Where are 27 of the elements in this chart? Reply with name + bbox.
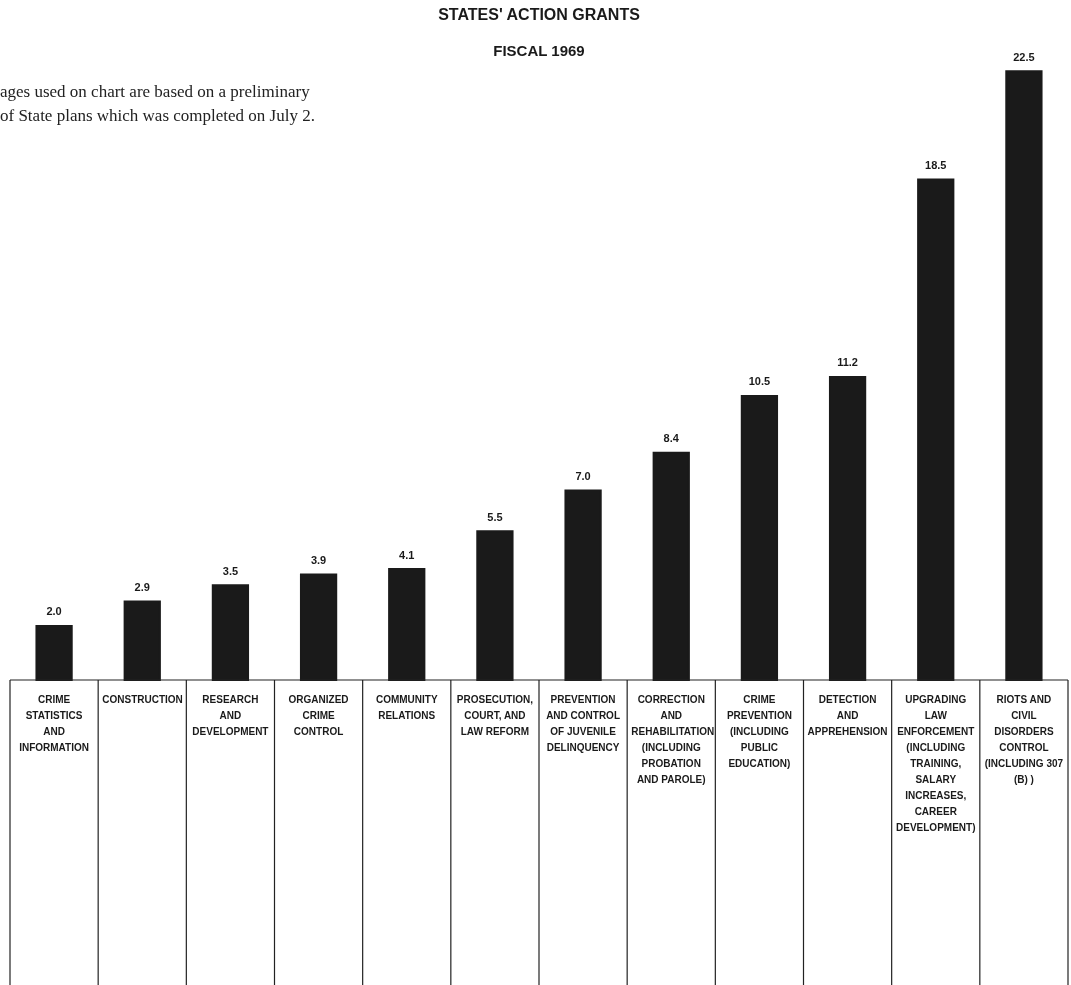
data-label: 18.5: [925, 158, 947, 171]
x-tick-label: CORRECTION AND REHABILITATION (INCLUDING PROBATION AND PAROLE): [631, 693, 715, 787]
x-tick-label: CRIME PREVENTION (INCLUDING PUBLIC EDUCATION): [725, 693, 793, 771]
x-tick-label: PREVENTION AND CONTROL OF JUVENILE DELINQUENCY: [545, 693, 621, 755]
x-tick-label: ORGANIZED CRIME CONTROL: [287, 693, 350, 739]
data-label: 10.5: [748, 375, 771, 388]
category-label: UPGRADING LAW ENFORCEMENT (INCLUDING TRAINING, SALARY INCREASES, CAREER DEVELOPMENT): [896, 694, 976, 833]
annotation: ages used on chart are based on a preliminary of State plans which was completed on July 2.: [0, 81, 315, 127]
x-tick-label: CRIME STATISTICS AND INFORMATION: [18, 693, 90, 755]
x-tick-label: RIOTS AND CIVIL DISORDERS CONTROL (INCLUDING 307 (B) ): [983, 693, 1064, 787]
data-label: 2.0: [46, 605, 62, 618]
x-tick-label: CONSTRUCTION: [102, 693, 183, 707]
x-tick-label: RESEARCH AND DEVELOPMENT: [191, 693, 270, 739]
data-label: 4.1: [399, 548, 415, 561]
data-label: 11.2: [837, 356, 858, 369]
chart-title: STATES' ACTION GRANTS: [438, 6, 641, 24]
data-label: 5.5: [487, 510, 503, 523]
data-label: 3.5: [222, 564, 239, 577]
data-label: 8.4: [663, 432, 680, 445]
x-tick-label: PROSECUTION, COURT, AND LAW REFORM: [455, 693, 534, 739]
data-label: 3.9: [310, 554, 327, 567]
chart-subtitle: FISCAL 1969: [493, 42, 585, 60]
x-tick-label: COMMUNITY RELATIONS: [374, 693, 439, 723]
data-label: 2.9: [134, 581, 150, 594]
data-label: 22.5: [1013, 50, 1035, 63]
data-label: 7.0: [575, 470, 591, 483]
x-tick-label: DETECTION AND APPREHENSION: [807, 693, 888, 739]
